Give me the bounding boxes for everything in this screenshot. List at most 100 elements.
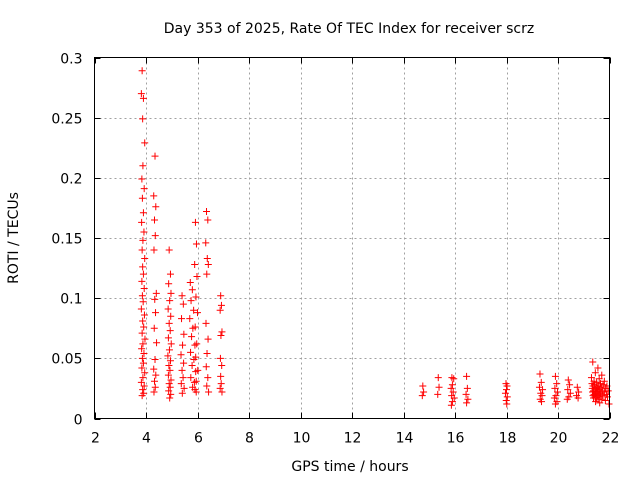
data-point [217, 292, 225, 300]
data-point [165, 362, 173, 370]
data-point [178, 366, 186, 374]
data-point [537, 378, 545, 386]
data-point [188, 333, 196, 341]
data-point [166, 357, 174, 365]
data-point [204, 260, 212, 268]
data-point [138, 246, 146, 254]
data-point [194, 309, 201, 317]
data-point [447, 384, 455, 392]
data-point [187, 374, 195, 382]
data-point [151, 356, 159, 364]
data-point [139, 386, 147, 394]
data-point [551, 400, 559, 408]
x-tick-label: 14 [396, 431, 414, 447]
x-tick-label: 10 [293, 431, 311, 447]
data-point [551, 372, 559, 380]
data-point [141, 139, 149, 147]
data-point [150, 365, 158, 373]
data-point [177, 380, 185, 388]
data-point [434, 374, 442, 382]
data-point [165, 346, 173, 354]
data-point [203, 270, 211, 278]
data-point [167, 312, 175, 320]
data-point [463, 372, 471, 380]
data-point [179, 374, 187, 382]
y-tick-label: 0 [74, 413, 83, 429]
data-point [139, 162, 147, 170]
data-point [138, 277, 146, 285]
data-point [192, 377, 200, 385]
data-point [164, 371, 172, 379]
data-point [594, 364, 602, 372]
data-point [150, 388, 158, 396]
data-point [553, 388, 561, 396]
data-point [605, 400, 613, 408]
data-point [139, 317, 147, 325]
data-point [166, 383, 174, 391]
data-points [137, 67, 613, 409]
data-point [164, 305, 172, 313]
data-point [140, 185, 148, 193]
data-point [595, 375, 603, 383]
data-point [463, 384, 471, 392]
data-point [190, 306, 198, 314]
data-point [203, 382, 211, 390]
grid-lines [94, 57, 610, 419]
data-point [194, 366, 202, 374]
data-point [152, 371, 160, 379]
data-point [218, 388, 226, 396]
data-point [164, 352, 172, 360]
data-point [447, 401, 455, 409]
data-point [178, 389, 186, 397]
data-point [192, 293, 200, 301]
data-point [187, 297, 195, 305]
data-point [191, 260, 199, 268]
data-point [204, 335, 212, 343]
data-point [179, 341, 187, 349]
data-point [139, 236, 147, 244]
data-point [192, 240, 200, 248]
data-point [202, 239, 210, 247]
x-tick-label: 8 [245, 431, 254, 447]
data-point [152, 289, 160, 297]
data-point [137, 305, 145, 313]
data-point [464, 395, 472, 403]
data-point [151, 152, 159, 160]
data-point [204, 216, 212, 224]
data-point [150, 216, 158, 224]
y-tick-labels: 0 0.05 0.1 0.15 0.2 0.25 0.3 [51, 52, 82, 429]
y-tick-label: 0.25 [51, 112, 82, 128]
data-point [600, 377, 608, 385]
data-point [178, 292, 186, 300]
data-point [217, 372, 225, 380]
data-point [216, 384, 224, 392]
data-point [566, 389, 574, 397]
x-tick-label: 20 [550, 431, 568, 447]
data-point [166, 297, 174, 305]
data-point [591, 369, 599, 377]
data-point [503, 382, 511, 390]
data-point [179, 300, 187, 308]
data-point [139, 115, 147, 123]
data-point [151, 232, 159, 240]
data-point [420, 388, 428, 396]
y-tick-label: 0.1 [60, 292, 82, 308]
data-point [587, 374, 595, 382]
data-point [150, 192, 158, 200]
data-point [139, 374, 147, 382]
data-point [217, 301, 225, 309]
data-point [138, 329, 146, 337]
data-point [186, 279, 194, 287]
data-point [138, 354, 146, 362]
data-point [138, 175, 146, 183]
data-point [538, 398, 546, 406]
data-point [217, 380, 225, 388]
data-point [463, 399, 471, 407]
data-point [166, 270, 174, 278]
data-point [178, 315, 186, 323]
y-tick-label: 0.15 [51, 232, 82, 248]
data-point [191, 323, 199, 331]
data-point [192, 353, 200, 361]
data-point [138, 392, 146, 400]
data-point [218, 362, 226, 370]
